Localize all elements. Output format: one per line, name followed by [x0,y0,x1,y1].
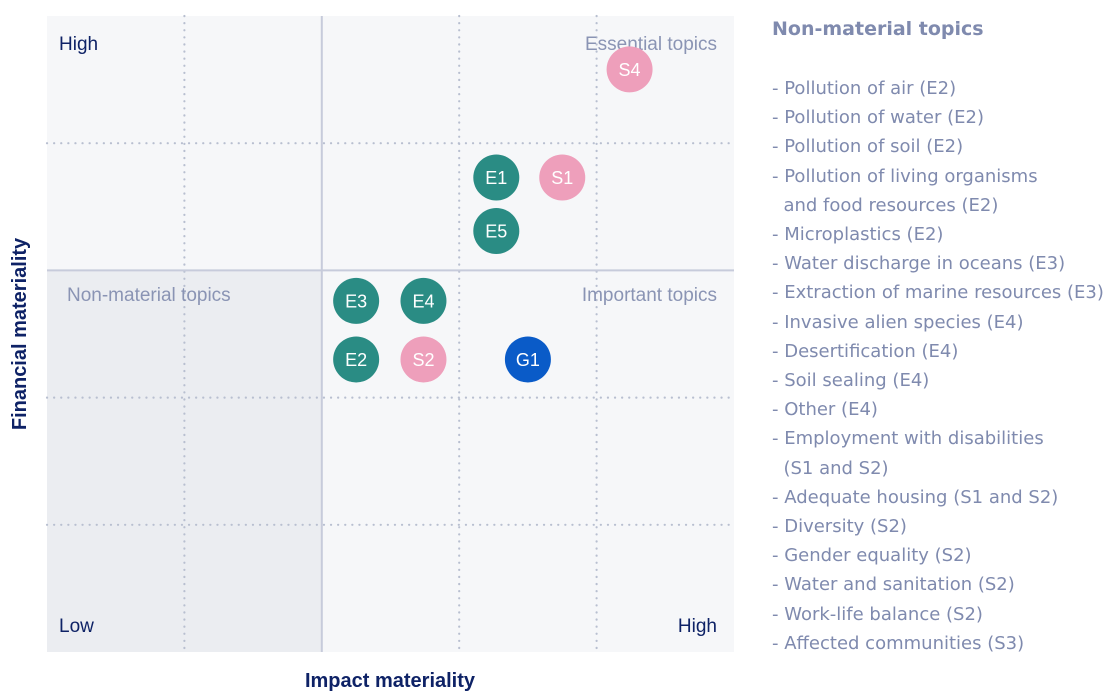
point-marker [504,336,551,383]
legend-item: - Pollution of air (E2) [772,78,957,99]
non-material-topics-legend: Non-material topics - Pollution of air (… [772,18,1106,658]
quadrant-label-essential: Essential topics [585,34,717,55]
legend-item: - Water and sanitation (S2) [772,574,1015,596]
data-point-e5: E5 [473,207,520,254]
data-point-g1: G1 [504,336,551,383]
legend-item: - Pollution of living organisms and food… [772,165,1038,216]
axis-low-label: Low [59,616,94,637]
quadrant-label-non-material: Non-material topics [67,285,231,306]
point-marker [400,336,447,383]
legend-item: - Affected communities (S3) [772,632,1025,654]
legend-item: - Pollution of soil (E2) [772,136,964,158]
legend-item: - Extraction of marine resources (E3) [772,282,1104,304]
data-point-e1: E1 [473,154,520,201]
point-marker [400,277,447,324]
data-point-e2: E2 [333,336,380,383]
point-marker [473,207,520,254]
point-marker [333,336,380,383]
data-point-s1: S1 [539,154,586,201]
point-marker [473,154,520,201]
materiality-matrix: High Low High Essential topics Non-mater… [9,14,736,692]
legend-item: - Invasive alien species (E4) [772,311,1024,333]
data-point-s2: S2 [400,336,447,383]
threshold-lines [47,16,734,652]
y-axis-high-label: High [59,34,98,55]
legend-item: - Gender equality (S2) [772,545,972,567]
data-point-e3: E3 [333,277,380,324]
legend-item: - Other (E4) [772,399,878,421]
legend-item: - Adequate housing (S1 and S2) [772,486,1059,508]
x-axis-high-label: High [678,616,717,637]
point-label: S4 [619,60,641,80]
data-point-e4: E4 [400,277,447,324]
point-label: E2 [345,350,367,370]
point-marker [333,277,380,324]
non-material-quadrant-shade [47,270,322,652]
grid-lines [45,14,736,654]
point-label: E4 [412,291,434,311]
point-label: E5 [485,221,507,241]
point-label: S2 [412,350,434,370]
data-point-s4: S4 [606,46,653,93]
legend-title: Non-material topics [772,18,984,40]
y-axis-title: Financial materiality [9,237,31,430]
legend-item: - Work-life balance (S2) [772,603,983,625]
point-label: S1 [551,168,573,188]
point-marker [606,46,653,93]
legend-item: - Desertification (E4) [772,340,959,362]
legend-item: - Microplastics (E2) [772,224,944,246]
point-label: E1 [485,168,507,188]
x-axis-title: Impact materiality [305,670,476,692]
quadrant-label-important: Important topics [582,285,717,306]
legend-item: - Employment with disabilities (S1 and S… [772,428,1044,479]
legend-list: - Pollution of air (E2) - Pollution of wa… [772,74,1106,658]
point-label: G1 [516,350,540,370]
data-points: S4 E1 S1 E5 E3 E4 E2 S2 G1 [333,46,653,383]
legend-item: - Diversity (S2) [772,516,907,538]
point-marker [539,154,586,201]
legend-item: - Soil sealing (E4) [772,370,930,392]
legend-item: - Pollution of water (E2) [772,107,985,129]
point-label: E3 [345,291,367,311]
legend-item: - Water discharge in oceans (E3) [772,253,1066,275]
